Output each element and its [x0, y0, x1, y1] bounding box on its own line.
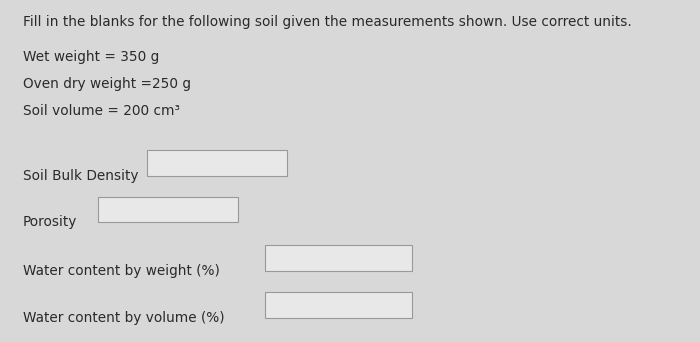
- Text: Fill in the blanks for the following soil given the measurements shown. Use corr: Fill in the blanks for the following soi…: [23, 15, 632, 29]
- Bar: [98, 197, 238, 222]
- Text: Soil volume = 200 cm³: Soil volume = 200 cm³: [23, 104, 180, 118]
- Text: Soil Bulk Density: Soil Bulk Density: [23, 169, 139, 183]
- Bar: [265, 245, 412, 271]
- Text: Water content by weight (%): Water content by weight (%): [23, 264, 220, 278]
- Bar: [265, 292, 412, 318]
- Text: Oven dry weight =250 g: Oven dry weight =250 g: [23, 77, 191, 91]
- Text: Porosity: Porosity: [23, 215, 78, 229]
- Text: Wet weight = 350 g: Wet weight = 350 g: [23, 50, 160, 64]
- Text: Water content by volume (%): Water content by volume (%): [23, 311, 225, 325]
- Bar: [147, 150, 287, 176]
